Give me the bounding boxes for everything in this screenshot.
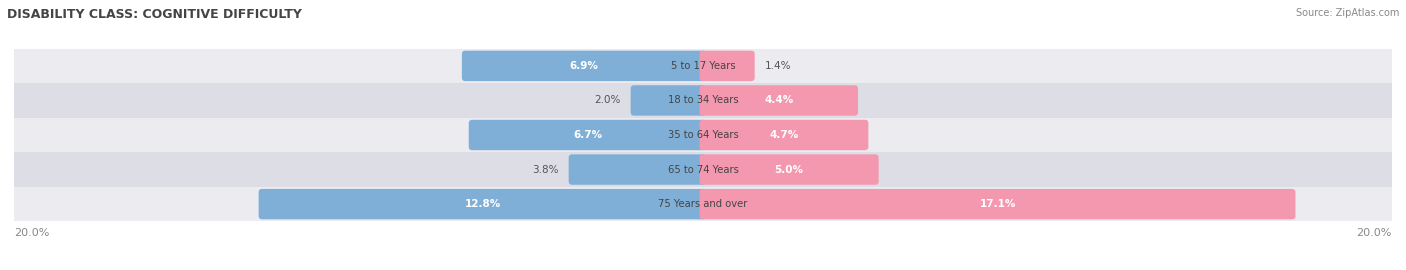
Text: 6.7%: 6.7% <box>574 130 602 140</box>
FancyBboxPatch shape <box>631 85 706 116</box>
FancyBboxPatch shape <box>700 51 755 81</box>
Text: 20.0%: 20.0% <box>14 228 49 238</box>
Text: 5 to 17 Years: 5 to 17 Years <box>671 61 735 71</box>
Text: 65 to 74 Years: 65 to 74 Years <box>668 164 738 175</box>
Bar <box>14 83 1392 118</box>
Text: 17.1%: 17.1% <box>980 199 1015 209</box>
Bar <box>14 49 1392 83</box>
FancyBboxPatch shape <box>700 120 869 150</box>
FancyBboxPatch shape <box>700 154 879 185</box>
FancyBboxPatch shape <box>468 120 706 150</box>
Text: 5.0%: 5.0% <box>775 164 804 175</box>
Text: 18 to 34 Years: 18 to 34 Years <box>668 95 738 106</box>
Bar <box>14 187 1392 221</box>
Bar <box>14 118 1392 152</box>
FancyBboxPatch shape <box>568 154 706 185</box>
Text: 2.0%: 2.0% <box>593 95 620 106</box>
FancyBboxPatch shape <box>259 189 706 219</box>
FancyBboxPatch shape <box>461 51 706 81</box>
Text: 20.0%: 20.0% <box>1357 228 1392 238</box>
Text: 12.8%: 12.8% <box>464 199 501 209</box>
Text: 4.7%: 4.7% <box>769 130 799 140</box>
Text: 35 to 64 Years: 35 to 64 Years <box>668 130 738 140</box>
Bar <box>14 152 1392 187</box>
Text: 1.4%: 1.4% <box>765 61 792 71</box>
Text: 75 Years and over: 75 Years and over <box>658 199 748 209</box>
Text: 3.8%: 3.8% <box>531 164 558 175</box>
Text: Source: ZipAtlas.com: Source: ZipAtlas.com <box>1295 8 1399 18</box>
FancyBboxPatch shape <box>700 189 1295 219</box>
Text: DISABILITY CLASS: COGNITIVE DIFFICULTY: DISABILITY CLASS: COGNITIVE DIFFICULTY <box>7 8 302 21</box>
Text: 6.9%: 6.9% <box>569 61 599 71</box>
FancyBboxPatch shape <box>700 85 858 116</box>
Text: 4.4%: 4.4% <box>763 95 793 106</box>
